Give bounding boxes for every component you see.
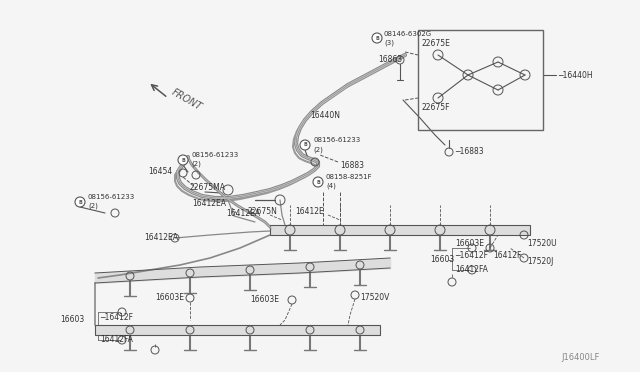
Text: ─16440H: ─16440H	[558, 71, 593, 80]
Text: (2): (2)	[88, 203, 98, 209]
Text: 16412EA: 16412EA	[226, 208, 260, 218]
Text: 16603E: 16603E	[250, 295, 279, 305]
Text: 16603E: 16603E	[155, 294, 184, 302]
Text: 16863: 16863	[378, 55, 402, 64]
Text: 22675E: 22675E	[422, 39, 451, 48]
Text: B: B	[303, 142, 307, 148]
Text: 22675F: 22675F	[422, 103, 451, 112]
Text: 16603E: 16603E	[455, 240, 484, 248]
Text: 16603: 16603	[60, 315, 84, 324]
Bar	[270, 225, 530, 235]
Text: 08156-61233: 08156-61233	[191, 152, 238, 158]
Text: 16440N: 16440N	[310, 110, 340, 119]
Text: 16412EA: 16412EA	[144, 234, 178, 243]
Text: J16400LF: J16400LF	[562, 353, 600, 362]
Text: B: B	[375, 35, 379, 41]
Bar	[95, 325, 380, 335]
Text: (2): (2)	[313, 147, 323, 153]
Text: 22675N: 22675N	[248, 208, 278, 217]
Text: B: B	[316, 180, 320, 185]
Circle shape	[75, 197, 85, 207]
Text: 08146-6302G: 08146-6302G	[384, 31, 432, 37]
Text: 16454: 16454	[148, 167, 172, 176]
Text: 16603: 16603	[430, 256, 454, 264]
Circle shape	[178, 155, 188, 165]
Text: 16412E: 16412E	[295, 208, 324, 217]
Text: B: B	[78, 199, 82, 205]
Circle shape	[372, 33, 382, 43]
Text: ─16412F: ─16412F	[100, 314, 133, 323]
Text: 16883: 16883	[340, 160, 364, 170]
Bar	[418, 30, 543, 130]
Text: B: B	[181, 157, 185, 163]
Text: ─16883: ─16883	[455, 148, 484, 157]
Text: 16412FA: 16412FA	[455, 266, 488, 275]
Circle shape	[300, 140, 310, 150]
Text: 16412F: 16412F	[493, 251, 522, 260]
Text: FRONT: FRONT	[170, 87, 204, 113]
Text: 16412EA: 16412EA	[192, 199, 226, 208]
Text: (3): (3)	[384, 40, 394, 46]
Text: 08156-61233: 08156-61233	[313, 137, 360, 143]
Text: 08158-8251F: 08158-8251F	[326, 174, 372, 180]
Text: 17520U: 17520U	[527, 240, 557, 248]
Text: ─16412F: ─16412F	[455, 251, 488, 260]
Text: 16412FA: 16412FA	[100, 336, 133, 344]
Text: 22675MA: 22675MA	[190, 183, 226, 192]
Text: (4): (4)	[326, 183, 336, 189]
Text: 17520V: 17520V	[360, 294, 389, 302]
Text: 17520J: 17520J	[527, 257, 554, 266]
Text: (2): (2)	[191, 161, 201, 167]
Text: 08156-61233: 08156-61233	[88, 194, 135, 200]
Circle shape	[313, 177, 323, 187]
